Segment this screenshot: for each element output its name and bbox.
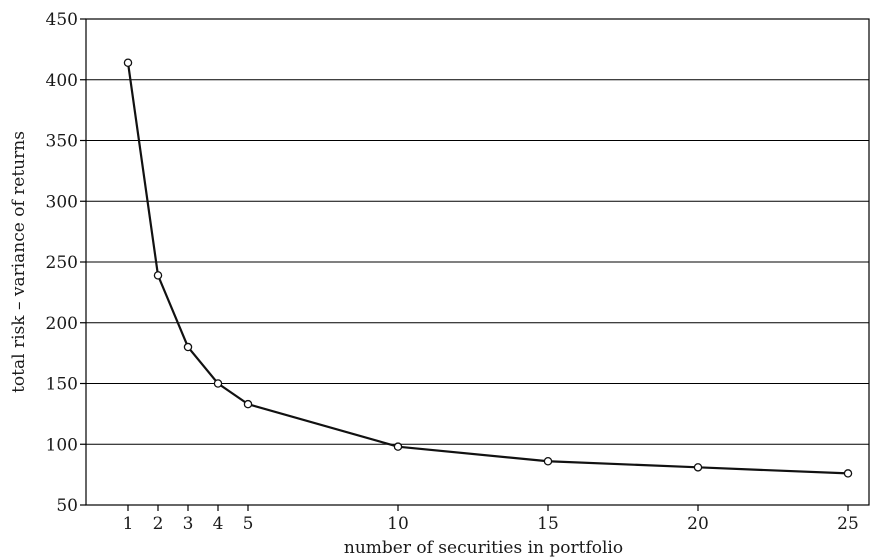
- x-tick-label-20: 20: [687, 514, 709, 534]
- y-tick-label-100: 100: [46, 435, 78, 455]
- data-point-25: [843, 469, 853, 478]
- data-point-10: [393, 442, 403, 451]
- data-markers: [123, 58, 853, 478]
- x-axis-ticks: 1 2 3 4 5 10 15 20 25: [123, 505, 859, 534]
- y-axis-ticks: 50 100 150 200 250 300 350 400 450: [46, 10, 86, 516]
- series-line: [126, 62, 849, 475]
- x-tick-label-1: 1: [123, 514, 134, 534]
- y-tick-label-300: 300: [46, 192, 78, 212]
- x-tick-label-3: 3: [183, 514, 194, 534]
- y-tick-label-350: 350: [46, 132, 78, 152]
- data-point-1: [123, 58, 133, 67]
- y-tick-label-200: 200: [46, 314, 78, 334]
- y-tick-label-150: 150: [46, 375, 78, 395]
- x-tick-label-15: 15: [537, 514, 559, 534]
- data-point-2: [153, 271, 163, 280]
- y-tick-label-250: 250: [46, 253, 78, 273]
- y-tick-label-400: 400: [46, 71, 78, 91]
- x-axis-title: number of securities in portfolio: [344, 538, 623, 558]
- data-point-4: [213, 379, 223, 388]
- x-tick-label-5: 5: [243, 514, 254, 534]
- x-tick-label-2: 2: [153, 514, 164, 534]
- x-tick-label-4: 4: [213, 514, 224, 534]
- y-axis-title: total risk – variance of returns: [9, 131, 29, 393]
- data-point-15: [543, 457, 553, 466]
- x-tick-label-10: 10: [387, 514, 409, 534]
- data-point-20: [693, 463, 703, 472]
- y-tick-label-50: 50: [56, 496, 78, 516]
- data-point-3: [183, 342, 193, 352]
- gridlines: [86, 79, 869, 445]
- x-tick-label-25: 25: [837, 514, 859, 534]
- data-point-5: [243, 399, 253, 409]
- y-tick-label-450: 450: [46, 10, 78, 30]
